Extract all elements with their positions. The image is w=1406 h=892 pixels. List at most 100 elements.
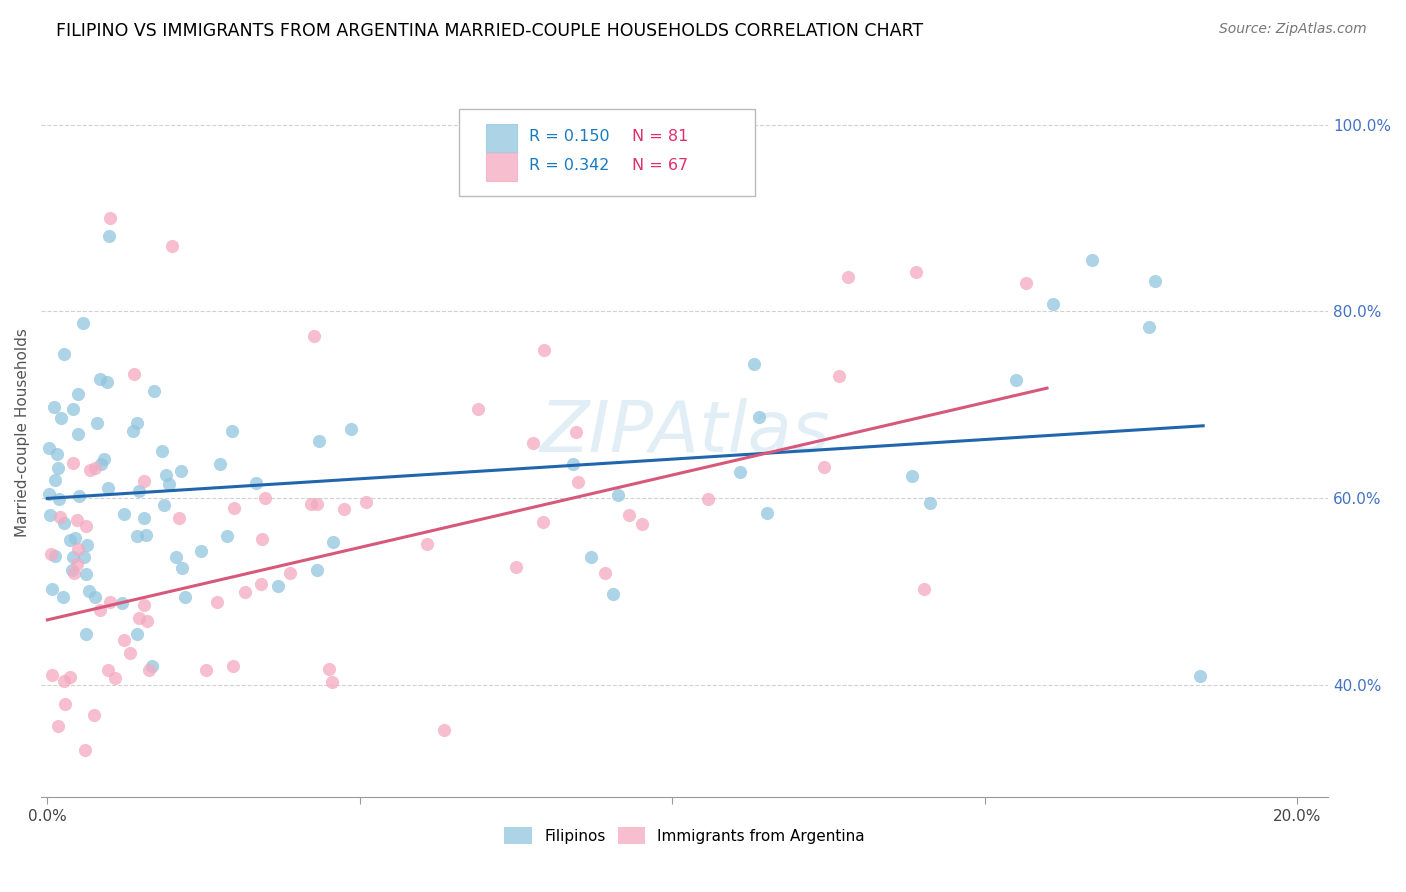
Point xyxy=(433,723,456,737)
Point xyxy=(918,496,941,510)
Point xyxy=(59,533,82,547)
Point xyxy=(46,460,69,475)
Point xyxy=(52,591,75,605)
Point xyxy=(837,269,859,284)
Point xyxy=(150,443,173,458)
Legend: Filipinos, Immigrants from Argentina: Filipinos, Immigrants from Argentina xyxy=(505,827,865,845)
Point xyxy=(52,674,75,689)
Point xyxy=(84,461,107,475)
Point xyxy=(696,491,718,506)
Point xyxy=(83,708,105,723)
Point xyxy=(76,538,98,552)
Point xyxy=(77,584,100,599)
Point xyxy=(222,658,245,673)
Point xyxy=(84,590,107,604)
Point xyxy=(89,602,111,616)
Point xyxy=(104,671,127,685)
Point xyxy=(307,563,329,577)
Point xyxy=(42,401,65,415)
Point xyxy=(93,452,115,467)
Text: R = 0.150: R = 0.150 xyxy=(529,128,610,144)
Point xyxy=(602,587,624,601)
Point xyxy=(617,508,640,522)
Point xyxy=(52,347,75,361)
Point xyxy=(66,557,89,571)
Point xyxy=(60,563,83,577)
Point xyxy=(208,457,231,471)
Point xyxy=(127,416,149,430)
Point xyxy=(143,384,166,398)
Point xyxy=(67,489,90,503)
Text: N = 67: N = 67 xyxy=(631,158,688,173)
Point xyxy=(122,367,145,381)
Point xyxy=(98,211,121,225)
Point xyxy=(122,424,145,438)
Point xyxy=(90,457,112,471)
Point xyxy=(141,659,163,673)
Point xyxy=(531,515,554,529)
Point xyxy=(217,529,239,543)
Point xyxy=(249,577,271,591)
Point xyxy=(62,402,84,417)
Point xyxy=(44,549,66,564)
Point xyxy=(66,427,89,442)
Point xyxy=(522,436,544,450)
Point xyxy=(49,410,72,425)
Point xyxy=(195,664,218,678)
Point xyxy=(1081,252,1104,267)
FancyBboxPatch shape xyxy=(486,124,517,152)
Point xyxy=(45,447,67,461)
Point xyxy=(1137,320,1160,334)
Point xyxy=(593,566,616,580)
Point xyxy=(48,492,70,507)
Point xyxy=(96,375,118,389)
Point xyxy=(505,560,527,574)
Point xyxy=(134,599,156,613)
Point xyxy=(322,535,344,549)
Point xyxy=(66,387,89,401)
Point xyxy=(245,476,267,491)
Point xyxy=(728,465,751,479)
Point xyxy=(1042,296,1064,310)
Point xyxy=(112,508,135,522)
Point xyxy=(567,475,589,490)
Point xyxy=(49,509,72,524)
Point xyxy=(75,566,97,581)
Point xyxy=(167,511,190,525)
Point xyxy=(128,483,150,498)
Point xyxy=(235,584,257,599)
Point xyxy=(98,595,121,609)
Point xyxy=(73,550,96,565)
Point xyxy=(55,697,77,711)
Point xyxy=(153,498,176,512)
Point xyxy=(38,441,60,455)
Point xyxy=(59,670,82,684)
Point xyxy=(79,463,101,477)
Point xyxy=(170,561,193,575)
Point xyxy=(299,497,322,511)
Point xyxy=(205,595,228,609)
Point xyxy=(253,491,276,505)
Point xyxy=(318,662,340,676)
Point xyxy=(631,516,654,531)
Text: N = 81: N = 81 xyxy=(631,128,688,144)
Point xyxy=(97,229,120,244)
Point xyxy=(278,566,301,580)
Point xyxy=(127,627,149,641)
Point xyxy=(340,422,363,436)
Point xyxy=(120,646,142,660)
Point xyxy=(41,668,63,682)
Point xyxy=(221,424,243,438)
Point xyxy=(565,425,588,439)
Point xyxy=(128,611,150,625)
Point xyxy=(308,434,330,448)
Point xyxy=(170,464,193,478)
Point xyxy=(190,544,212,558)
Point xyxy=(39,547,62,561)
Point xyxy=(305,497,328,511)
Point xyxy=(1015,277,1038,291)
Point xyxy=(75,743,97,757)
Point xyxy=(250,532,273,546)
Point xyxy=(65,532,87,546)
Point xyxy=(562,457,585,471)
